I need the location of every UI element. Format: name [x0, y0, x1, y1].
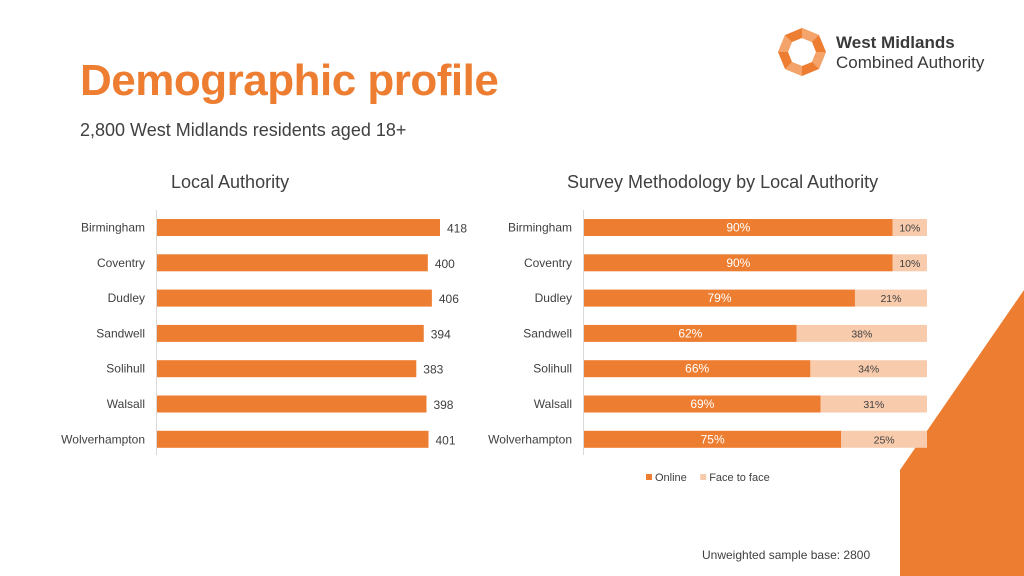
- bar-online-walsall: [584, 395, 821, 413]
- category-label-walsall: Walsall: [534, 397, 572, 411]
- category-label-wolverhampton: Wolverhampton: [488, 432, 572, 446]
- value-label-walsall: 398: [433, 398, 453, 412]
- legend-label-face-to-face: Face to face: [709, 472, 770, 484]
- bar-online-wolverhampton: [584, 430, 842, 448]
- data-label-online-solihull: 66%: [685, 362, 709, 376]
- methodology-stacked-bar-chart: Birmingham 90% 10% Coventry 90% 10% Dudley 79% 2…: [488, 210, 927, 484]
- bar-face-to-face-solihull: [810, 360, 927, 378]
- wmca-logo: West Midlands Combined Authority: [776, 26, 1006, 78]
- category-label-dudley: Dudley: [535, 291, 572, 305]
- data-label-face-to-face-sandwell: 38%: [851, 328, 872, 340]
- bar-face-to-face-walsall: [820, 395, 927, 413]
- data-label-face-to-face-solihull: 34%: [858, 364, 879, 376]
- bar-online-solihull: [584, 360, 811, 378]
- page-subtitle: 2,800 West Midlands residents aged 18+: [80, 120, 407, 140]
- bar-online-dudley: [584, 289, 855, 307]
- data-label-face-to-face-dudley: 21%: [880, 293, 901, 305]
- bar-face-to-face-coventry: [892, 254, 927, 272]
- data-label-face-to-face-walsall: 31%: [863, 399, 884, 411]
- value-label-dudley: 406: [439, 292, 459, 306]
- page-title: Demographic profile: [80, 56, 499, 105]
- bar-birmingham: [157, 219, 440, 236]
- value-label-coventry: 400: [435, 257, 455, 271]
- bar-online-coventry: [584, 254, 893, 272]
- value-label-wolverhampton: 401: [435, 433, 455, 447]
- logo-text-line1: West Midlands: [836, 33, 955, 52]
- category-label-wolverhampton: Wolverhampton: [61, 432, 145, 446]
- bar-face-to-face-sandwell: [796, 324, 927, 342]
- category-label-coventry: Coventry: [97, 256, 145, 270]
- legend-swatch-online: [646, 474, 652, 480]
- bar-online-sandwell: [584, 324, 797, 342]
- value-label-birmingham: 418: [447, 222, 467, 236]
- wmca-logo-mark-icon: [778, 28, 826, 76]
- sample-base-note: Unweighted sample base: 2800: [702, 548, 871, 562]
- bar-sandwell: [157, 324, 424, 342]
- bar-solihull: [157, 360, 417, 378]
- value-label-solihull: 383: [423, 363, 443, 377]
- category-label-solihull: Solihull: [533, 362, 572, 376]
- category-label-sandwell: Sandwell: [523, 326, 572, 340]
- bar-face-to-face-wolverhampton: [841, 430, 927, 448]
- methodology-chart-title: Survey Methodology by Local Authority: [567, 172, 879, 192]
- data-label-face-to-face-coventry: 10%: [899, 258, 920, 270]
- local-authority-chart-title: Local Authority: [171, 172, 290, 192]
- bar-online-birmingham: [584, 219, 893, 236]
- value-label-sandwell: 394: [431, 327, 451, 341]
- bar-walsall: [157, 395, 427, 413]
- bar-face-to-face-dudley: [854, 289, 927, 307]
- data-label-face-to-face-wolverhampton: 25%: [874, 434, 895, 446]
- bar-dudley: [157, 289, 432, 307]
- category-label-walsall: Walsall: [107, 397, 145, 411]
- data-label-online-walsall: 69%: [690, 397, 714, 411]
- bar-face-to-face-birmingham: [892, 219, 927, 236]
- category-label-coventry: Coventry: [524, 256, 572, 270]
- data-label-online-sandwell: 62%: [678, 326, 702, 340]
- data-label-online-wolverhampton: 75%: [701, 432, 725, 446]
- bar-wolverhampton: [157, 430, 429, 448]
- logo-text-line2: Combined Authority: [836, 53, 985, 72]
- legend-label-online: Online: [655, 472, 687, 484]
- category-label-sandwell: Sandwell: [96, 326, 145, 340]
- category-label-birmingham: Birmingham: [508, 221, 572, 235]
- data-label-face-to-face-birmingham: 10%: [899, 223, 920, 235]
- category-label-birmingham: Birmingham: [81, 221, 145, 235]
- data-label-online-birmingham: 90%: [726, 221, 750, 235]
- legend-swatch-face-to-face: [700, 474, 707, 480]
- category-label-solihull: Solihull: [106, 362, 145, 376]
- local-authority-bar-chart: Birmingham 418 Coventry 400 Dudley 406 Sandwel…: [61, 210, 467, 455]
- bar-coventry: [157, 254, 428, 272]
- category-label-dudley: Dudley: [108, 291, 145, 305]
- data-label-online-coventry: 90%: [726, 256, 750, 270]
- data-label-online-dudley: 79%: [707, 291, 731, 305]
